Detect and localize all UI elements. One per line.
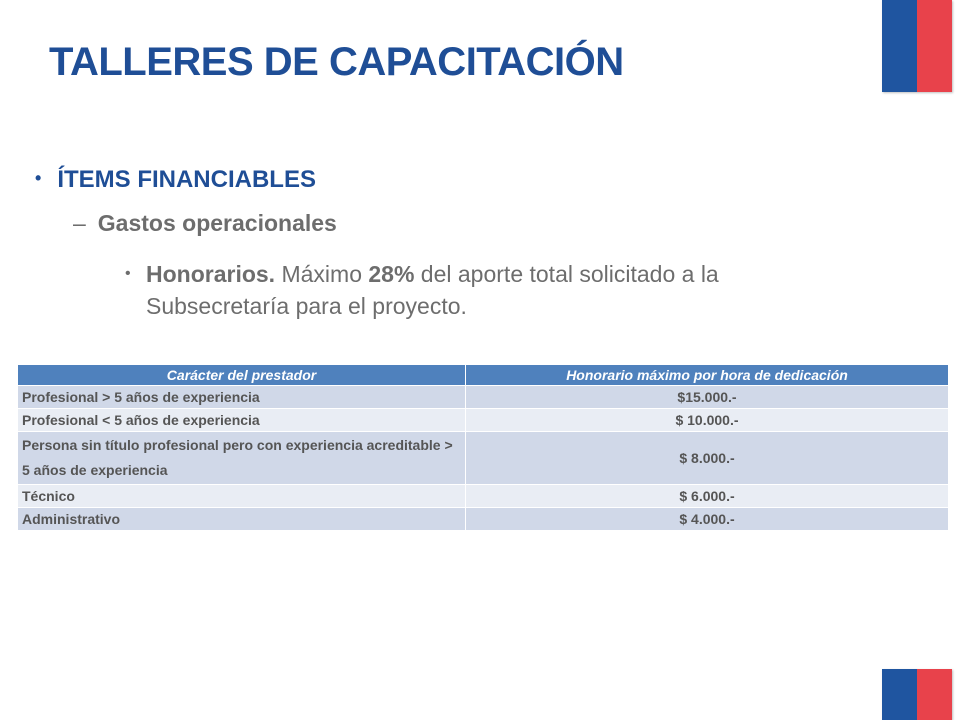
provider-type-cell: Técnico — [17, 484, 466, 508]
chile-flag-stripe-bottom — [882, 669, 952, 720]
max-fee-cell: $ 6.000.- — [465, 484, 949, 508]
bullet-dash-icon: – — [73, 210, 86, 236]
bullet-level-3: • Honorarios. Máximo 28% del aporte tota… — [125, 258, 855, 322]
max-percent: 28% — [368, 261, 415, 287]
flag-blue-band — [882, 669, 917, 720]
max-fee-cell: $15.000.- — [465, 385, 949, 409]
bullet-level-1: • ÍTEMS FINANCIABLES — [35, 166, 316, 194]
bullet-dot-icon: • — [125, 265, 131, 282]
slide-title: TALLERES DE CAPACITACIÓN — [49, 40, 624, 84]
chile-flag-stripe-top — [882, 0, 952, 92]
column-header: Carácter del prestador — [17, 364, 466, 386]
column-header: Honorario máximo por hora de dedicación — [465, 364, 949, 386]
provider-type-cell: Persona sin título profesional pero con … — [17, 431, 466, 485]
bullet-level-2: – Gastos operacionales — [73, 210, 337, 237]
bullet-level-2-text: Gastos operacionales — [97, 210, 337, 236]
table-row: Persona sin título profesional pero con … — [17, 431, 949, 485]
max-label: Máximo — [275, 261, 369, 287]
table-row: Profesional < 5 años de experiencia $ 10… — [17, 408, 949, 432]
max-fee-cell: $ 4.000.- — [465, 507, 949, 531]
provider-type-cell: Profesional > 5 años de experiencia — [17, 385, 466, 409]
pct-description: del aporte total solicitado a la Subsecr… — [146, 261, 719, 319]
bullet-level-3-text: Honorarios. Máximo 28% del aporte total … — [146, 258, 855, 322]
table-header-row: Carácter del prestador Honorario máximo … — [17, 364, 949, 386]
table-row: Técnico $ 6.000.- — [17, 484, 949, 508]
bullet-dot-icon: • — [35, 168, 42, 188]
flag-blue-band — [882, 0, 917, 92]
provider-type-cell: Profesional < 5 años de experiencia — [17, 408, 466, 432]
flag-red-band — [917, 669, 952, 720]
bullet-level-1-text: ÍTEMS FINANCIABLES — [57, 166, 316, 193]
flag-red-band — [917, 0, 952, 92]
table-row: Administrativo $ 4.000.- — [17, 507, 949, 531]
honorarios-label: Honorarios. — [146, 261, 276, 287]
fees-table: Carácter del prestador Honorario máximo … — [17, 364, 949, 531]
max-fee-cell: $ 10.000.- — [465, 408, 949, 432]
max-fee-cell: $ 8.000.- — [465, 431, 949, 485]
table-row: Profesional > 5 años de experiencia $15.… — [17, 385, 949, 409]
provider-type-cell: Administrativo — [17, 507, 466, 531]
